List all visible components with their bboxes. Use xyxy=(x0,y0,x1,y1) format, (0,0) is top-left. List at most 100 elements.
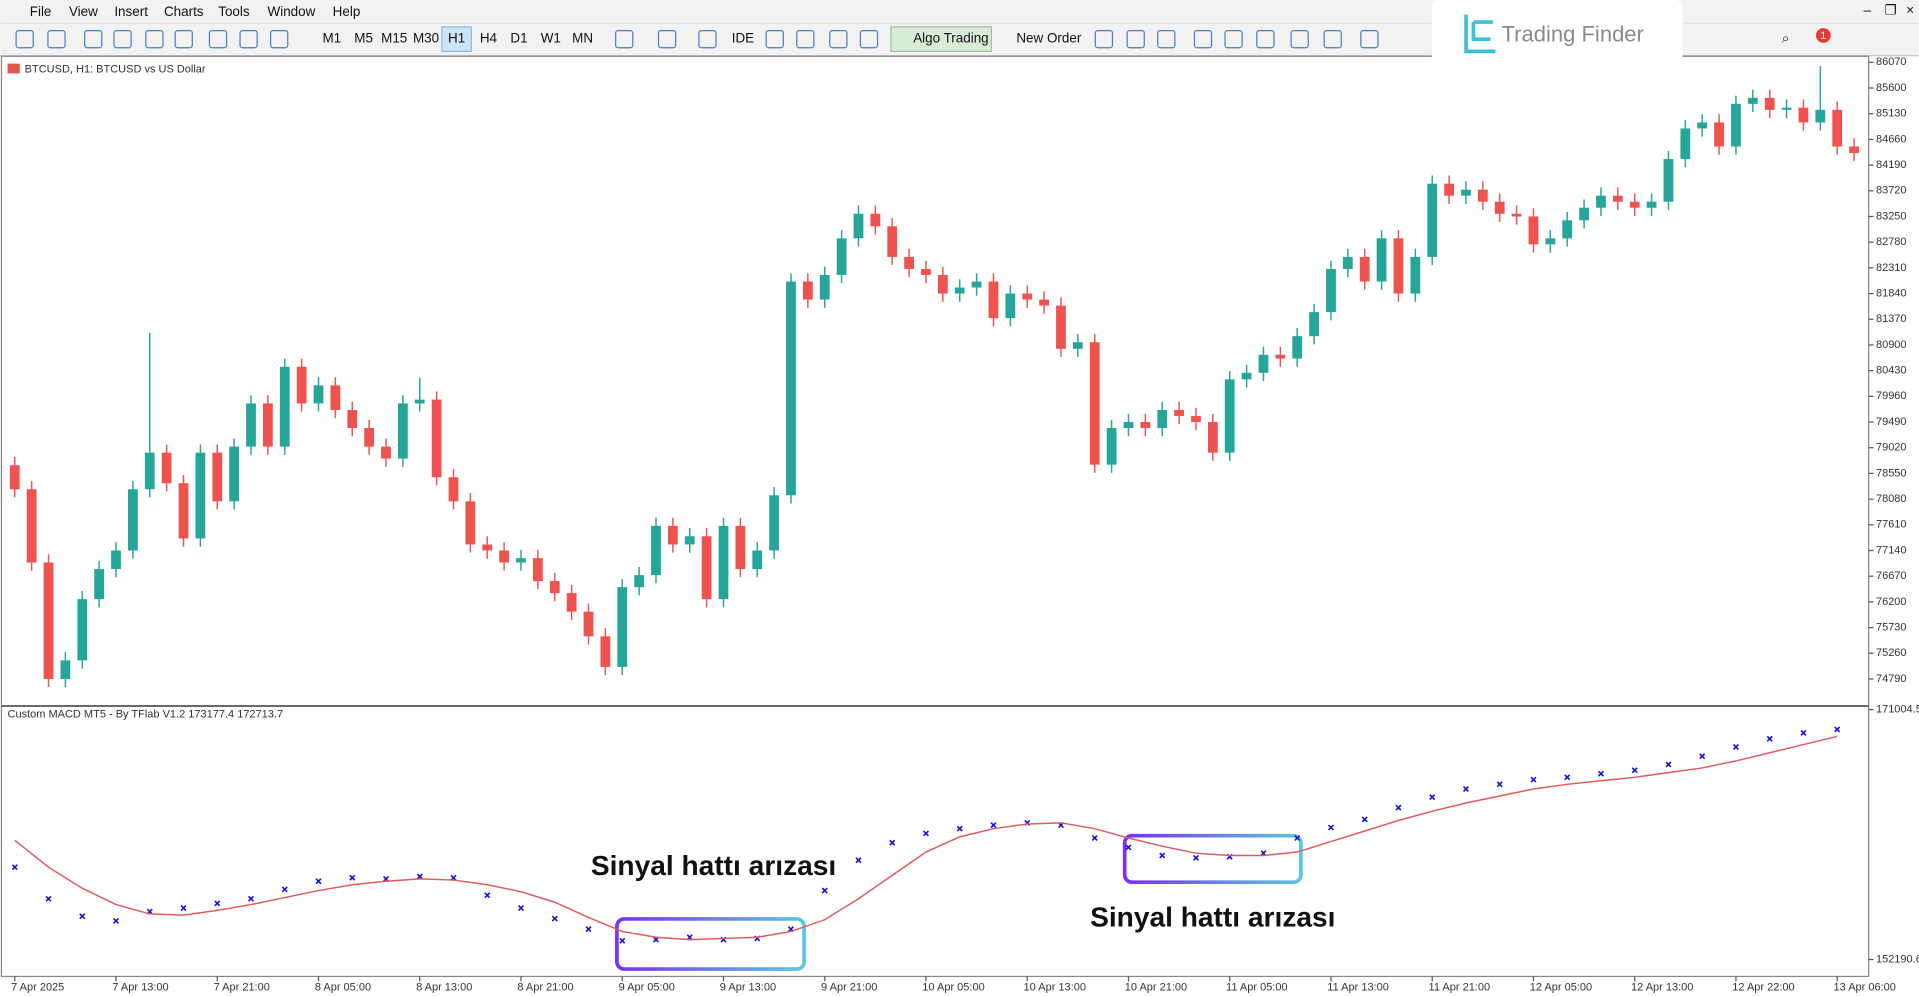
toolbar-icon[interactable] xyxy=(1224,29,1243,49)
x-tick-label: 9 Apr 13:00 xyxy=(720,981,776,993)
toolbar-icon[interactable] xyxy=(1323,29,1342,49)
candle-body xyxy=(1191,416,1201,423)
y-tick-label: 77610 xyxy=(1876,519,1907,531)
y-tick-label: 78080 xyxy=(1876,493,1907,505)
candle-body xyxy=(1731,103,1741,147)
timeframe-button[interactable]: H1 xyxy=(448,31,465,46)
candle-body xyxy=(1545,238,1556,245)
candle-body xyxy=(330,385,341,410)
candle-body xyxy=(364,428,375,447)
macd-cross xyxy=(990,822,997,829)
toolbar-icon[interactable] xyxy=(239,29,258,49)
candle-body xyxy=(397,403,408,459)
candle-body xyxy=(262,403,273,447)
timeframe-button[interactable]: M15 xyxy=(381,31,407,46)
x-tick-label: 11 Apr 13:00 xyxy=(1327,981,1389,993)
toolbar-button[interactable]: New Order xyxy=(1016,31,1081,46)
menu-item[interactable]: Window xyxy=(268,4,316,19)
timeframe-button[interactable]: MN xyxy=(572,31,593,46)
candle-body xyxy=(1410,256,1421,294)
toolbar-icon[interactable] xyxy=(113,29,132,49)
macd-cross xyxy=(1091,835,1098,842)
toolbar-icon[interactable] xyxy=(829,29,848,49)
x-tick-label: 7 Apr 21:00 xyxy=(214,981,270,993)
timeframe-button[interactable]: H4 xyxy=(480,31,498,46)
macd-cross xyxy=(1732,743,1739,750)
toolbar-icon[interactable] xyxy=(615,29,634,49)
menu-item[interactable]: View xyxy=(69,4,98,19)
search-icon[interactable]: ⌕ xyxy=(1782,31,1790,46)
close-button[interactable]: × xyxy=(1906,3,1914,18)
toolbar-icon[interactable] xyxy=(796,29,815,49)
candle-body xyxy=(802,281,813,300)
annotation: Sinyal hattı arızası xyxy=(1090,901,1335,932)
toolbar-icon[interactable] xyxy=(1157,29,1176,49)
macd-cross xyxy=(1361,816,1368,823)
timeframe-button[interactable]: D1 xyxy=(510,31,527,46)
notification-badge[interactable] xyxy=(1816,28,1831,43)
toolbar-icon[interactable] xyxy=(1094,29,1114,49)
macd-cross xyxy=(416,873,423,880)
y-tick-label: 84190 xyxy=(1876,159,1907,171)
toolbar-icon[interactable] xyxy=(84,29,103,49)
candle-body xyxy=(634,575,645,588)
toolbar-icon[interactable] xyxy=(145,29,164,49)
candle-body xyxy=(1056,305,1066,349)
candle-body xyxy=(43,562,54,679)
toolbar-icon[interactable] xyxy=(208,29,228,49)
candle-body xyxy=(127,489,138,551)
candle-body xyxy=(246,403,256,447)
x-tick-label: 8 Apr 21:00 xyxy=(517,981,573,993)
minimize-button[interactable]: – xyxy=(1864,3,1872,18)
toolbar-icon[interactable] xyxy=(765,29,784,49)
toolbar-icon[interactable] xyxy=(1290,29,1309,49)
timeframe-button[interactable]: M5 xyxy=(354,31,373,46)
menu-item[interactable]: Tools xyxy=(218,4,250,19)
menu-item[interactable]: Help xyxy=(333,4,361,19)
timeframe-button[interactable]: M30 xyxy=(413,31,439,46)
y-tick-label: 81370 xyxy=(1876,313,1907,325)
macd-cross xyxy=(922,830,929,837)
candle-body xyxy=(1646,201,1657,208)
x-tick-label: 13 Apr 06:00 xyxy=(1834,981,1896,993)
candle-body xyxy=(819,274,830,300)
toolbar-icon[interactable] xyxy=(1193,29,1213,49)
menu-item[interactable]: Charts xyxy=(164,4,204,19)
macd-cross xyxy=(1530,776,1537,783)
candle-body xyxy=(1697,122,1708,129)
menu-item[interactable]: File xyxy=(30,4,52,19)
toolbar-icon[interactable] xyxy=(1360,29,1379,49)
toolbar-icon[interactable] xyxy=(698,29,717,49)
toolbar-icon[interactable] xyxy=(47,29,66,49)
candle-body xyxy=(499,550,510,563)
candle-body xyxy=(1562,220,1573,239)
toolbar-icon[interactable] xyxy=(15,29,34,49)
candle-body xyxy=(853,213,864,239)
timeframe-button[interactable]: M1 xyxy=(322,31,341,46)
toolbar-icon[interactable] xyxy=(859,29,879,49)
timeframe-button[interactable]: W1 xyxy=(541,31,561,46)
candle-body xyxy=(583,611,594,637)
toolbar-icon[interactable] xyxy=(174,29,193,49)
macd-cross xyxy=(1159,852,1166,859)
toolbar-icon[interactable] xyxy=(657,29,677,49)
candle-body xyxy=(195,452,206,539)
macd-cross xyxy=(214,900,221,907)
logo-text: Trading Finder xyxy=(1502,21,1644,46)
y-tick-label: 82310 xyxy=(1876,262,1907,274)
toolbar-icon[interactable] xyxy=(270,29,289,49)
candle-body xyxy=(1528,216,1539,245)
candle-body xyxy=(870,213,881,227)
menu-item[interactable]: Insert xyxy=(114,4,148,19)
restore-button[interactable]: ❐ xyxy=(1885,3,1897,18)
toolbar-icon[interactable] xyxy=(1126,29,1145,49)
candle-body xyxy=(651,525,661,576)
y-tick-label: 76200 xyxy=(1876,596,1907,608)
toolbar-button[interactable]: Algo Trading xyxy=(913,31,988,46)
x-tick-label: 12 Apr 13:00 xyxy=(1631,981,1693,993)
candle-body xyxy=(1798,107,1809,123)
toolbar-icon[interactable] xyxy=(1256,29,1275,49)
macd-cross xyxy=(855,857,862,864)
toolbar-button[interactable]: IDE xyxy=(732,31,754,46)
